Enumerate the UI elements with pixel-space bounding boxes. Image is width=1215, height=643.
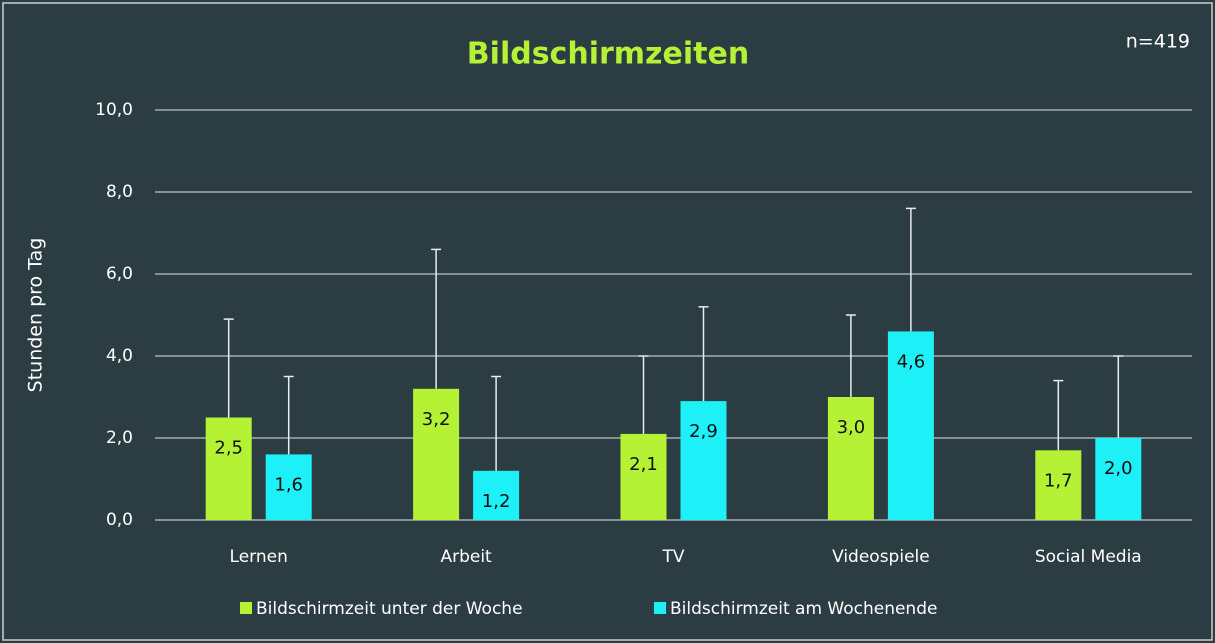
- legend-swatch: [654, 602, 666, 614]
- bar: [827, 397, 874, 520]
- data-label: 4,6: [897, 351, 926, 372]
- y-tick-label: 2,0: [106, 428, 133, 448]
- x-tick-label: Videospiele: [832, 547, 930, 567]
- legend-swatch: [240, 602, 252, 614]
- x-tick-label: TV: [661, 547, 684, 567]
- bar: [1095, 438, 1142, 520]
- bar: [413, 388, 460, 520]
- annotation: n=419: [1126, 31, 1190, 53]
- data-label: 3,2: [422, 409, 451, 430]
- data-label: 1,6: [274, 474, 303, 495]
- legend-label: Bildschirmzeit am Wochenende: [670, 599, 937, 619]
- data-label: 3,0: [837, 417, 866, 438]
- y-tick-label: 4,0: [106, 346, 133, 366]
- bar: [680, 401, 727, 520]
- y-tick-label: 6,0: [106, 264, 133, 284]
- x-tick-label: Lernen: [230, 547, 288, 567]
- x-tick-label: Social Media: [1035, 547, 1142, 567]
- x-tick-label: Arbeit: [440, 547, 492, 567]
- data-label: 1,2: [482, 491, 511, 512]
- y-tick-label: 10,0: [95, 100, 133, 120]
- chart-title: Bildschirmzeiten: [467, 37, 749, 72]
- data-label: 2,9: [689, 421, 718, 442]
- data-label: 2,5: [214, 438, 243, 459]
- bar: [620, 433, 667, 520]
- data-label: 1,7: [1044, 470, 1073, 491]
- bar: [265, 454, 312, 520]
- legend-label: Bildschirmzeit unter der Woche: [256, 599, 523, 619]
- data-label: 2,0: [1104, 458, 1133, 479]
- y-tick-label: 0,0: [106, 510, 133, 530]
- bar: [205, 417, 252, 520]
- bar: [1035, 450, 1082, 520]
- y-axis-label: Stunden pro Tag: [25, 238, 47, 393]
- y-tick-label: 8,0: [106, 182, 133, 202]
- bar: [887, 331, 934, 520]
- bar: [473, 470, 520, 520]
- data-label: 2,1: [629, 454, 658, 475]
